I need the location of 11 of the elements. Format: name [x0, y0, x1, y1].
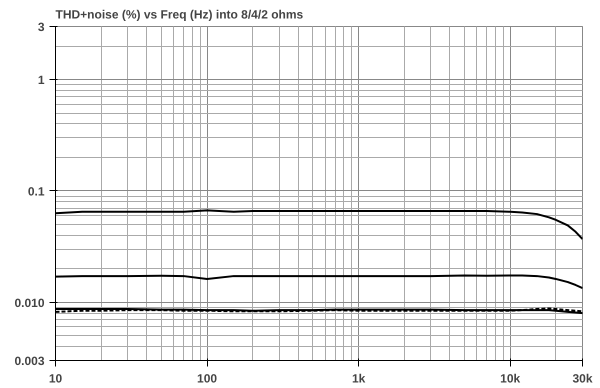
x-tick-label: 1k	[352, 372, 366, 386]
y-tick-label: 3	[38, 20, 45, 34]
x-tick-label: 10k	[500, 372, 521, 386]
y-tick-label: 0.010	[14, 296, 45, 310]
chart-title: THD+noise (%) vs Freq (Hz) into 8/4/2 ohms	[56, 8, 304, 22]
x-tick-label: 100	[197, 372, 218, 386]
x-tick-label: 10	[48, 372, 62, 386]
y-tick-label: 0.003	[14, 354, 45, 368]
y-tick-label: 0.1	[28, 184, 45, 198]
x-tick-label: 30k	[572, 372, 593, 386]
y-tick-label: 1	[38, 73, 45, 88]
